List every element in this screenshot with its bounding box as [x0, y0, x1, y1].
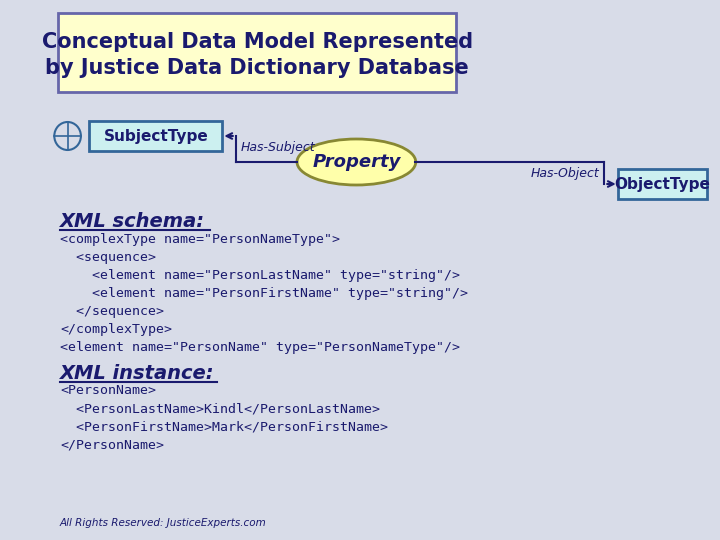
Text: <PersonName>: <PersonName> [60, 384, 156, 397]
Text: XML schema:: XML schema: [60, 212, 205, 231]
Text: <element name="PersonName" type="PersonNameType"/>: <element name="PersonName" type="PersonN… [60, 341, 460, 354]
Text: <complexType name="PersonNameType">: <complexType name="PersonNameType"> [60, 233, 340, 246]
FancyBboxPatch shape [58, 13, 456, 92]
Text: <element name="PersonLastName" type="string"/>: <element name="PersonLastName" type="str… [60, 269, 460, 282]
Text: </sequence>: </sequence> [60, 305, 164, 318]
FancyBboxPatch shape [618, 169, 707, 199]
Text: <PersonLastName>Kindl</PersonLastName>: <PersonLastName>Kindl</PersonLastName> [60, 402, 380, 415]
Ellipse shape [297, 139, 415, 185]
Text: ObjectType: ObjectType [614, 177, 710, 192]
Text: <element name="PersonFirstName" type="string"/>: <element name="PersonFirstName" type="st… [60, 287, 468, 300]
Text: Has-Object: Has-Object [531, 167, 600, 180]
Text: Conceptual Data Model Represented: Conceptual Data Model Represented [42, 31, 472, 51]
Text: Property: Property [312, 153, 400, 171]
Text: by Justice Data Dictionary Database: by Justice Data Dictionary Database [45, 58, 469, 78]
Text: Has-Subject: Has-Subject [240, 141, 315, 154]
Text: SubjectType: SubjectType [104, 129, 208, 144]
Text: </complexType>: </complexType> [60, 323, 172, 336]
FancyBboxPatch shape [89, 121, 222, 151]
Text: All Rights Reserved: JusticeExperts.com: All Rights Reserved: JusticeExperts.com [60, 518, 266, 528]
Text: </PersonName>: </PersonName> [60, 438, 164, 451]
Text: XML instance:: XML instance: [60, 364, 215, 383]
Text: <sequence>: <sequence> [60, 251, 156, 264]
Text: <PersonFirstName>Mark</PersonFirstName>: <PersonFirstName>Mark</PersonFirstName> [60, 420, 388, 433]
